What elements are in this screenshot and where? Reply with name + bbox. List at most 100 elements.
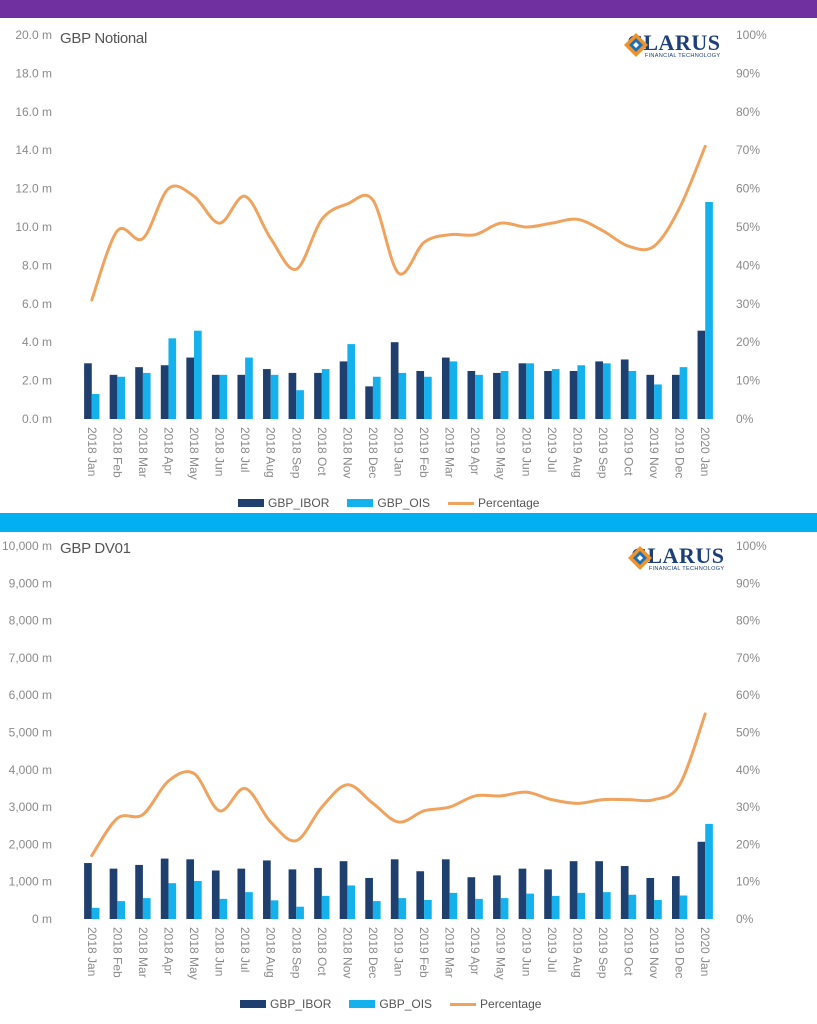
x-tick-label: 2018 May <box>187 927 201 980</box>
bar-ois <box>270 374 279 419</box>
y-tick-label: 20.0 m <box>15 28 52 42</box>
x-tick-label: 2019 Jul <box>545 427 559 472</box>
x-tick-label: 2019 Sep <box>596 427 610 479</box>
bar-ibor <box>441 859 450 919</box>
bar-ibor <box>544 371 552 419</box>
legend-item-ois: GBP_OIS <box>347 496 430 510</box>
bar-ibor <box>518 868 527 919</box>
bar-ois <box>245 357 253 419</box>
clarus-logo: CLARUS FINANCIAL TECHNOLOGY <box>628 543 725 573</box>
bar-ois <box>194 880 202 919</box>
bar-ibor <box>211 374 220 419</box>
y2-tick-label: 40% <box>736 258 760 272</box>
legend-label: GBP_IBOR <box>270 997 332 1011</box>
legend-swatch <box>349 1000 376 1008</box>
legend-label: Percentage <box>480 997 542 1011</box>
y-tick-label: 16.0 m <box>15 105 52 119</box>
legend-label: GBP_IBOR <box>268 496 330 510</box>
bar-ibor <box>467 877 476 919</box>
logo-tagline: FINANCIAL TECHNOLOGY <box>644 53 721 59</box>
y-tick-label: 8.0 m <box>22 258 52 272</box>
legend-swatch <box>238 499 264 507</box>
y2-tick-label: 90% <box>736 66 760 80</box>
bar-ois <box>321 895 330 919</box>
legend-swatch <box>448 501 475 505</box>
x-tick-label: 2019 Sep <box>596 927 610 979</box>
y2-tick-label: 80% <box>736 105 760 119</box>
x-tick-label: 2019 Jan <box>392 927 406 976</box>
y2-tick-label: 30% <box>736 297 760 311</box>
bar-ibor <box>288 869 297 919</box>
y2-tick-label: 20% <box>736 837 760 851</box>
bar-ibor <box>493 875 501 919</box>
legend-label: Percentage <box>478 496 540 510</box>
x-tick-label: 2018 Oct <box>315 427 329 476</box>
legend-label: GBP_OIS <box>377 496 431 510</box>
y-tick-label: 10.0 m <box>15 220 52 234</box>
bar-ibor <box>544 869 552 919</box>
y2-tick-label: 10% <box>736 374 760 388</box>
x-tick-label: 2019 Jan <box>392 427 406 476</box>
chart-legend: GBP_IBOR GBP_OIS Percentage <box>240 997 559 1011</box>
y-tick-label: 2,000 m <box>9 837 52 851</box>
x-tick-label: 2018 Jan <box>85 427 99 476</box>
bar-ibor <box>365 877 373 919</box>
bar-ibor <box>339 861 348 919</box>
bar-ois <box>526 893 534 919</box>
bar-ibor <box>416 371 425 419</box>
bar-ois <box>602 892 611 919</box>
y2-tick-label: 30% <box>736 800 760 814</box>
x-tick-label: 2020 Jan <box>698 427 712 476</box>
bar-ois <box>424 899 432 919</box>
bar-ois <box>475 898 483 919</box>
bar-ibor <box>441 357 450 419</box>
y-tick-label: 18.0 m <box>15 66 52 80</box>
x-tick-label: 2018 Sep <box>289 927 303 979</box>
bar-ois <box>679 367 688 419</box>
x-tick-label: 2018 Sep <box>289 427 303 479</box>
y2-tick-label: 0% <box>736 912 754 926</box>
x-tick-label: 2019 Aug <box>570 927 584 978</box>
x-tick-label: 2018 Oct <box>315 927 329 976</box>
logo-wordmark: CLARUS <box>631 543 725 568</box>
x-tick-label: 2018 Mar <box>136 427 150 478</box>
bar-ois <box>219 898 228 919</box>
bar-ibor <box>416 871 425 919</box>
bar-ois <box>296 390 304 419</box>
x-tick-label: 2018 Jul <box>238 927 252 972</box>
clarus-logo-icon <box>624 33 648 57</box>
y-tick-label: 5,000 m <box>9 726 52 740</box>
y-tick-label: 9,000 m <box>9 576 52 590</box>
bar-ois <box>398 898 407 919</box>
legend-item-ibor: GBP_IBOR <box>238 496 329 510</box>
x-tick-label: 2018 Jan <box>85 927 99 976</box>
bar-ois <box>628 894 637 919</box>
bar-ois <box>347 344 356 419</box>
bar-ibor <box>339 361 348 419</box>
bar-ois <box>296 906 304 919</box>
chart-svg: 0.0 m 2.0 m 4.0 m 6.0 m 8.0 m 10.0 m 12.0 m 14.… <box>15 28 767 480</box>
y2-tick-label: 100% <box>736 539 767 553</box>
bar-ois <box>449 361 458 419</box>
logo-tagline: FINANCIAL TECHNOLOGY <box>648 566 725 572</box>
bar-ibor <box>595 861 603 919</box>
percentage-line <box>90 144 707 302</box>
bar-ibor <box>211 870 220 919</box>
x-tick-label: 2018 Mar <box>136 927 150 978</box>
y-tick-label: 14.0 m <box>15 143 52 157</box>
x-tick-label: 2019 Mar <box>443 927 457 978</box>
y-tick-label: 12.0 m <box>15 182 52 196</box>
bar-ibor <box>569 861 578 919</box>
clarus-logo-icon <box>628 546 652 570</box>
legend-item-ibor: GBP_IBOR <box>240 997 331 1011</box>
x-tick-label: 2018 Jul <box>238 427 252 472</box>
x-tick-label: 2019 Oct <box>622 427 636 476</box>
legend-item-percentage: Percentage <box>450 997 541 1011</box>
bar-ibor <box>518 363 527 419</box>
bar-ibor <box>697 330 706 419</box>
x-tick-label: 2019 Jun <box>519 427 533 476</box>
y-tick-label: 3,000 m <box>9 800 52 814</box>
x-tick-label: 2018 Apr <box>161 427 175 475</box>
bar-ibor <box>263 860 271 919</box>
y2-tick-label: 40% <box>736 763 760 777</box>
